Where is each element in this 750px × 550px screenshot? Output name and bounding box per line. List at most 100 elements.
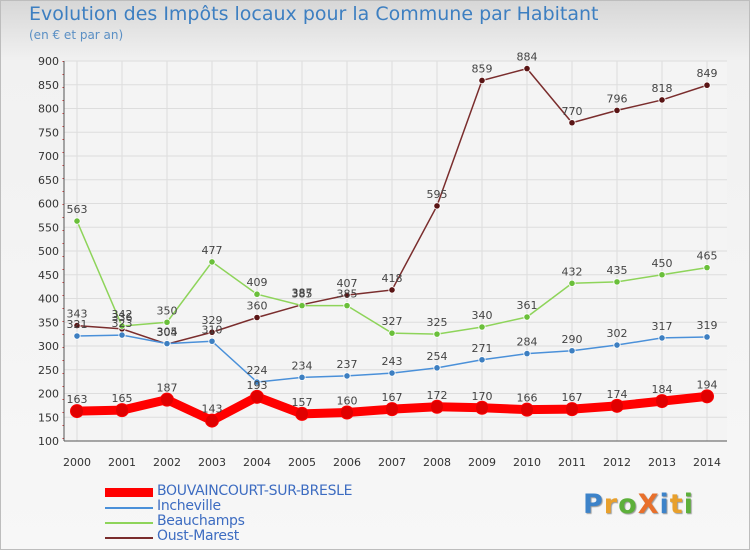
data-point xyxy=(433,202,441,210)
data-label: 290 xyxy=(562,333,583,346)
data-point xyxy=(343,302,351,310)
y-tick-label: 100 xyxy=(38,435,59,448)
data-point xyxy=(523,349,531,358)
data-point xyxy=(73,332,81,340)
data-label: 849 xyxy=(697,67,718,80)
data-label: 407 xyxy=(337,277,358,290)
data-label: 143 xyxy=(202,403,223,416)
data-point xyxy=(118,331,126,339)
data-label: 563 xyxy=(67,203,88,216)
data-label: 237 xyxy=(337,358,358,371)
data-label: 170 xyxy=(472,390,493,403)
data-label: 325 xyxy=(427,316,448,329)
data-point xyxy=(385,402,399,417)
data-label: 167 xyxy=(382,391,403,404)
data-label: 166 xyxy=(517,392,538,405)
x-tick-label: 2010 xyxy=(513,456,541,469)
data-label: 884 xyxy=(517,51,538,64)
data-label: 859 xyxy=(472,62,493,75)
data-point xyxy=(73,217,81,225)
data-label: 167 xyxy=(562,391,583,404)
legend-swatch xyxy=(105,488,153,497)
data-point xyxy=(700,389,714,404)
legend-item: Incheville xyxy=(105,498,405,515)
data-label: 327 xyxy=(382,315,403,328)
data-label: 317 xyxy=(652,320,673,333)
legend-label: Beauchamps xyxy=(157,513,245,529)
data-point xyxy=(703,81,711,89)
y-tick-label: 850 xyxy=(38,79,59,92)
data-label: 304 xyxy=(157,326,178,339)
data-point xyxy=(610,398,624,413)
y-tick-label: 600 xyxy=(38,198,59,211)
y-tick-label: 550 xyxy=(38,221,59,234)
data-point xyxy=(295,406,309,421)
legend-swatch xyxy=(105,506,153,509)
legend-label: Oust-Marest xyxy=(157,528,239,544)
x-tick-label: 2000 xyxy=(63,456,91,469)
data-label: 194 xyxy=(697,378,718,391)
data-point xyxy=(253,313,261,322)
data-point xyxy=(658,334,666,342)
data-point xyxy=(118,322,126,330)
data-point xyxy=(208,258,216,266)
y-tick-label: 350 xyxy=(38,316,59,329)
data-point xyxy=(253,378,261,386)
data-point xyxy=(568,347,576,355)
data-label: 319 xyxy=(697,319,718,332)
data-point xyxy=(478,323,486,331)
data-point xyxy=(613,106,621,115)
data-label: 435 xyxy=(607,264,628,277)
chart-subtitle: (en € et par an) xyxy=(29,28,124,42)
y-tick-label: 800 xyxy=(38,103,59,116)
data-point xyxy=(208,328,216,336)
data-point xyxy=(205,413,219,428)
y-tick-label: 700 xyxy=(38,150,59,163)
legend-item: Oust-Marest xyxy=(105,528,405,545)
data-point xyxy=(160,392,174,407)
legend: BOUVAINCOURT-SUR-BRESLE Incheville Beaucha… xyxy=(105,483,405,545)
data-label: 224 xyxy=(247,364,268,377)
data-point xyxy=(478,356,486,364)
data-point xyxy=(298,302,306,310)
data-label: 305 xyxy=(157,326,178,339)
legend-label: BOUVAINCOURT-SUR-BRESLE xyxy=(157,483,353,499)
y-tick-label: 250 xyxy=(38,364,59,377)
data-label: 310 xyxy=(202,323,223,336)
x-tick-label: 2002 xyxy=(153,456,181,469)
x-tick-label: 2008 xyxy=(423,456,451,469)
data-label: 450 xyxy=(652,257,673,270)
data-label: 340 xyxy=(472,309,493,322)
legend-label: Incheville xyxy=(157,498,221,514)
y-tick-label: 750 xyxy=(38,126,59,139)
y-tick-label: 150 xyxy=(38,411,59,424)
data-point xyxy=(523,313,531,321)
data-point xyxy=(388,286,396,294)
data-point xyxy=(433,330,441,338)
data-label: 157 xyxy=(292,396,313,409)
data-label: 350 xyxy=(157,304,178,317)
data-label: 465 xyxy=(697,250,718,263)
x-tick-label: 2007 xyxy=(378,456,406,469)
data-point xyxy=(520,402,534,417)
y-tick-label: 450 xyxy=(38,269,59,282)
legend-swatch xyxy=(105,536,153,539)
x-tick-label: 2012 xyxy=(603,456,631,469)
y-tick-label: 650 xyxy=(38,174,59,187)
data-label: 595 xyxy=(427,188,448,201)
data-point xyxy=(73,321,81,330)
data-label: 284 xyxy=(517,336,538,349)
data-label: 172 xyxy=(427,389,448,402)
data-label: 361 xyxy=(517,299,538,312)
data-point xyxy=(658,96,666,104)
data-label: 302 xyxy=(607,327,628,340)
data-label: 234 xyxy=(292,359,313,372)
x-tick-label: 2004 xyxy=(243,456,271,469)
data-point xyxy=(703,264,711,272)
data-point xyxy=(253,290,261,298)
data-point xyxy=(568,279,576,287)
data-label: 174 xyxy=(607,388,628,401)
data-point xyxy=(388,329,396,337)
